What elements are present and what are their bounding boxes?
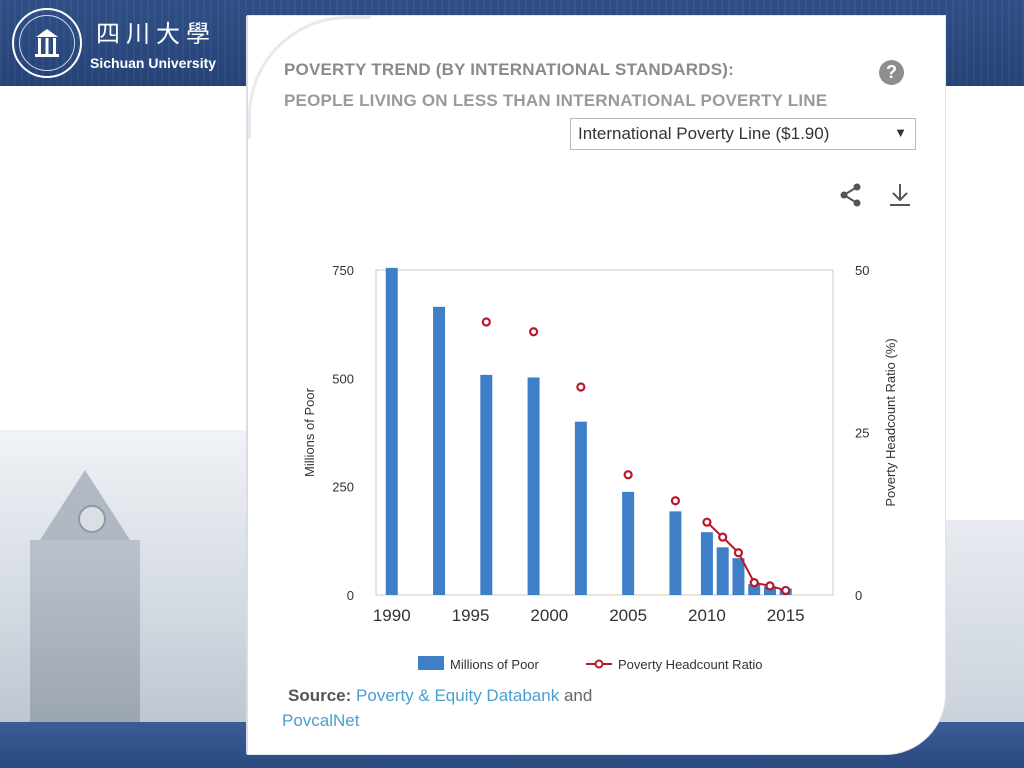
poverty-line-select[interactable]: International Poverty Line ($1.90) ▼ [570, 118, 916, 150]
background-scenery-right [934, 520, 1024, 722]
legend-label-headcount: Poverty Headcount Ratio [618, 657, 763, 672]
bar [574, 421, 587, 595]
source-link-povcalnet[interactable]: PovcalNet [282, 711, 360, 730]
bar [669, 511, 682, 595]
clock-icon [78, 505, 106, 533]
x-tick-label: 2000 [530, 606, 568, 625]
y2-tick-label: 50 [855, 263, 869, 278]
chart-subtitle: PEOPLE LIVING ON LESS THAN INTERNATIONAL… [284, 91, 828, 110]
download-icon[interactable] [887, 182, 913, 208]
bar [433, 306, 446, 595]
y-tick-label: 250 [332, 480, 354, 495]
bar [622, 491, 635, 595]
headcount-point [623, 470, 633, 480]
x-tick-label: 2005 [609, 606, 647, 625]
seal-inner-ring [19, 15, 75, 71]
clock-tower [30, 540, 140, 722]
seal-building-icon [35, 29, 59, 57]
y-tick-label: 750 [332, 263, 354, 278]
poverty-line-select-value: International Poverty Line ($1.90) [578, 124, 830, 143]
y-axis-label: Millions of Poor [302, 387, 317, 477]
y-tick-label: 0 [347, 588, 354, 603]
university-name-chinese: 四川大學 [96, 20, 216, 48]
bar [732, 558, 745, 595]
source-note: Source: Poverty & Equity Databank and Po… [282, 683, 593, 733]
headcount-point [702, 517, 712, 527]
headcount-point [718, 532, 728, 542]
poverty-chart: 0 250 500 750 0 25 50 1990 1995 2000 2005 2010 2015 M… [302, 263, 898, 672]
x-tick-label: 1995 [452, 606, 490, 625]
university-name-english: Sichuan University [90, 55, 217, 71]
y-tick-label: 500 [332, 371, 354, 386]
university-seal-icon [12, 8, 82, 78]
headcount-point [765, 581, 775, 591]
headcount-point [528, 327, 539, 337]
y2-tick-label: 25 [855, 426, 869, 441]
bar [527, 377, 540, 595]
bar [716, 547, 729, 595]
share-icon[interactable] [838, 182, 864, 208]
headcount-point [781, 585, 791, 596]
source-label: Source: [288, 686, 352, 705]
bar [480, 374, 493, 595]
legend-bar-swatch [418, 656, 444, 670]
bar [700, 532, 713, 595]
headcount-point [670, 496, 681, 506]
bar [385, 267, 398, 595]
caret-down-icon: ▼ [894, 125, 907, 140]
x-tick-label: 2015 [767, 606, 805, 625]
x-tick-label: 2010 [688, 606, 726, 625]
source-link-poverty-equity-databank[interactable]: Poverty & Equity Databank [356, 686, 560, 705]
plot-area [375, 269, 834, 596]
bar [748, 584, 761, 595]
x-tick-label: 1990 [373, 606, 411, 625]
y2-axis-label: Poverty Headcount Ratio (%) [883, 338, 898, 506]
legend-point-swatch [594, 659, 604, 669]
bar [763, 586, 776, 595]
y2-tick-label: 0 [855, 588, 862, 603]
source-and: and [563, 686, 593, 705]
headcount-point [749, 578, 759, 588]
question-circle-icon[interactable]: ? [879, 60, 904, 85]
headcount-point [733, 548, 744, 558]
headcount-point [576, 382, 586, 392]
chart-title: POVERTY TREND (BY INTERNATIONAL STANDARD… [284, 60, 734, 79]
headcount-point [481, 317, 491, 327]
legend-label-millions: Millions of Poor [450, 657, 540, 672]
